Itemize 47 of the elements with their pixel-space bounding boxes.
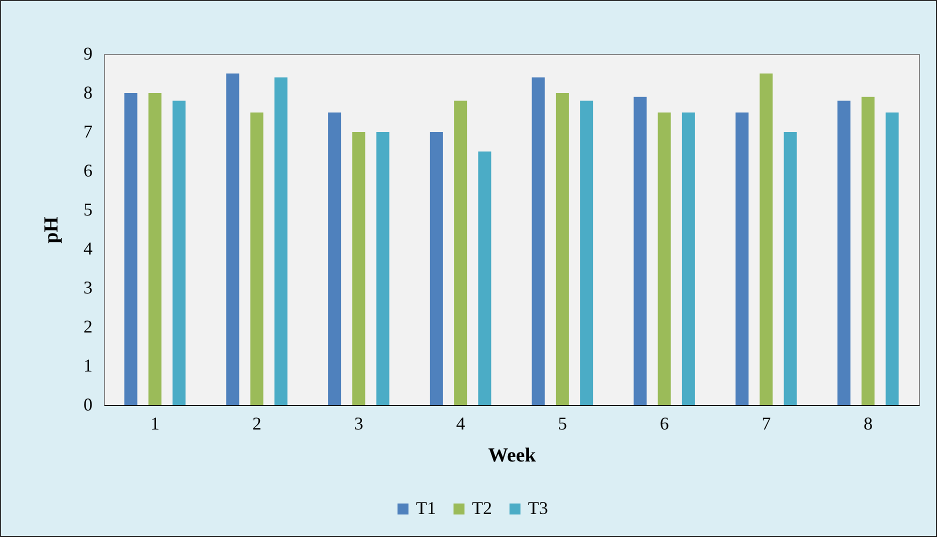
bar — [328, 112, 342, 405]
x-axis-title: Week — [488, 444, 537, 466]
x-tick-label: 8 — [864, 414, 873, 434]
y-tick-label: 9 — [84, 44, 92, 64]
bar — [250, 112, 264, 405]
bar — [682, 112, 695, 405]
bar — [556, 93, 569, 405]
bar — [784, 132, 797, 405]
bar — [634, 96, 647, 405]
bar — [430, 132, 443, 405]
y-tick-label: 8 — [84, 82, 92, 102]
x-tick-label: 3 — [354, 414, 364, 434]
y-tick-label: 4 — [84, 238, 92, 258]
bar — [226, 74, 240, 405]
y-tick-label: 5 — [84, 200, 92, 220]
x-tick-label: 1 — [150, 414, 160, 434]
y-tick-label: 3 — [84, 278, 92, 298]
y-tick-label: 2 — [84, 316, 92, 336]
bar — [862, 96, 875, 405]
bar — [478, 152, 492, 405]
bar — [274, 77, 288, 405]
bar — [736, 112, 749, 405]
bar — [172, 100, 186, 405]
y-axis-title: pH — [40, 216, 62, 244]
legend-label: T2 — [472, 498, 492, 518]
x-tick-label: 7 — [762, 414, 771, 434]
y-tick-label: 0 — [84, 394, 92, 414]
x-tick-label: 2 — [252, 414, 262, 434]
bar — [658, 112, 671, 405]
bar — [124, 93, 138, 405]
x-tick-label: 4 — [456, 414, 466, 434]
bar — [352, 132, 366, 405]
bar — [886, 112, 899, 405]
bar — [532, 77, 545, 405]
bar — [760, 74, 773, 405]
y-tick-label: 6 — [84, 160, 92, 180]
bar — [580, 100, 594, 405]
bar — [454, 100, 468, 405]
bar — [376, 132, 390, 405]
bar — [837, 100, 850, 405]
legend-label: T1 — [416, 498, 436, 518]
x-tick-label: 5 — [558, 414, 567, 434]
y-tick-label: 1 — [84, 356, 92, 376]
x-tick-label: 6 — [660, 414, 669, 434]
bar — [148, 93, 162, 405]
y-tick-label: 7 — [84, 122, 92, 142]
legend-label: T3 — [528, 498, 548, 518]
